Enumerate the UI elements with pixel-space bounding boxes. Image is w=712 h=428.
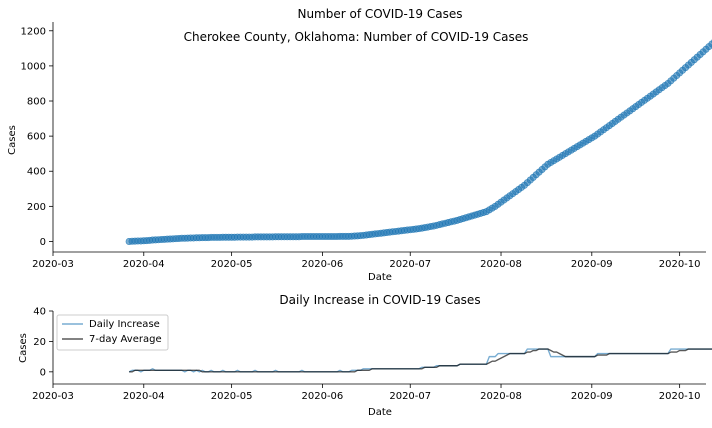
cumulative-x-tick-label: 2020-10 xyxy=(659,259,701,270)
cumulative-cases-panel: Number of COVID-19 Cases Cherokee County… xyxy=(7,7,712,283)
cumulative-y-tick-label: 1000 xyxy=(21,61,46,72)
daily-y-tick-label: 40 xyxy=(33,307,46,318)
cumulative-x-axis-label: Date xyxy=(368,272,392,283)
cumulative-x-tick-label: 2020-08 xyxy=(480,259,522,270)
daily-series-lines xyxy=(129,341,712,371)
legend-daily-increase-label: Daily Increase xyxy=(89,319,160,330)
daily-chart-title: Daily Increase in COVID-19 Cases xyxy=(279,293,480,307)
daily-legend: Daily Increase 7-day Average xyxy=(57,315,168,350)
cumulative-y-tick-label: 600 xyxy=(27,132,46,143)
daily-x-tick-label: 2020-03 xyxy=(32,391,74,402)
daily-y-tick-label: 20 xyxy=(33,337,46,348)
cumulative-data-points xyxy=(126,32,712,245)
cumulative-x-tick-label: 2020-04 xyxy=(123,259,165,270)
cumulative-y-tick-label: 400 xyxy=(27,167,46,178)
legend-7day-average-label: 7-day Average xyxy=(89,334,162,345)
daily-x-tick-label: 2020-10 xyxy=(659,391,701,402)
daily-increase-panel: Daily Increase in COVID-19 Cases 2020-03… xyxy=(18,293,712,418)
cumulative-x-tick-label: 2020-03 xyxy=(32,259,74,270)
cumulative-y-tick-label: 1200 xyxy=(21,26,46,37)
cumulative-x-tick-label: 2020-06 xyxy=(302,259,344,270)
daily-x-axis-label: Date xyxy=(368,407,392,418)
daily-x-tick-label: 2020-04 xyxy=(123,391,165,402)
cumulative-y-tick-label: 800 xyxy=(27,97,46,108)
daily-x-tick-label: 2020-08 xyxy=(480,391,522,402)
cumulative-x-tick-label: 2020-09 xyxy=(571,259,613,270)
cumulative-y-axis-label: Cases xyxy=(7,125,18,155)
daily-y-axis-label: Cases xyxy=(18,333,29,363)
daily-increase-line xyxy=(129,341,712,371)
daily-x-tick-label: 2020-05 xyxy=(211,391,253,402)
cumulative-axes xyxy=(53,22,706,252)
daily-x-tick-label: 2020-06 xyxy=(302,391,344,402)
cumulative-chart-title: Number of COVID-19 Cases xyxy=(297,7,462,21)
cumulative-x-tick-label: 2020-05 xyxy=(211,259,253,270)
daily-x-tick-label: 2020-09 xyxy=(571,391,613,402)
seven-day-average-line xyxy=(129,348,712,372)
daily-y-tick-label: 0 xyxy=(40,367,46,378)
cumulative-y-tick-label: 200 xyxy=(27,202,46,213)
daily-x-tick-label: 2020-07 xyxy=(389,391,431,402)
cumulative-chart-annotation: Cherokee County, Oklahoma: Number of COV… xyxy=(184,30,529,44)
cumulative-y-tick-label: 0 xyxy=(40,237,46,248)
cumulative-x-tick-label: 2020-07 xyxy=(389,259,431,270)
